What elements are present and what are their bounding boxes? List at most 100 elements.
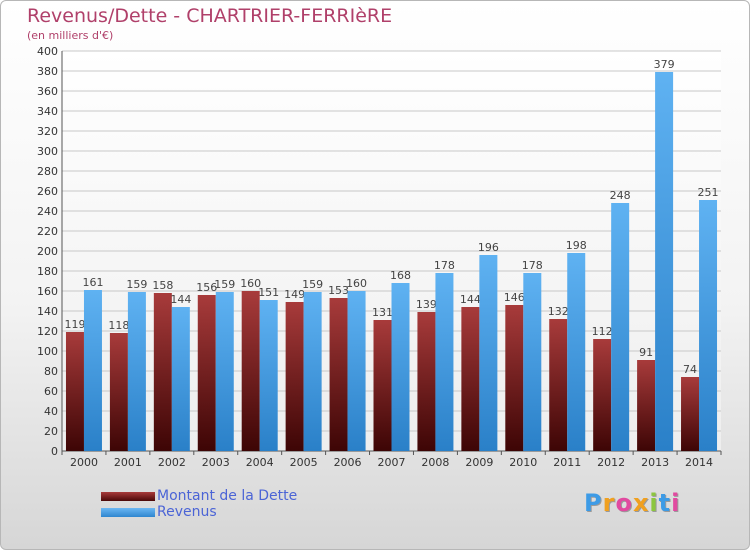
bar-dette xyxy=(109,333,128,451)
y-tick-label: 220 xyxy=(37,225,58,238)
bar-dette xyxy=(241,291,260,451)
x-tick-label: 2011 xyxy=(553,456,581,469)
bar-dette xyxy=(461,307,480,451)
y-tick-label: 20 xyxy=(44,425,58,438)
bar-dette xyxy=(417,312,436,451)
x-tick-label: 2004 xyxy=(246,456,274,469)
data-label-dette: 156 xyxy=(196,281,217,294)
data-label-revenus: 159 xyxy=(126,278,147,291)
data-label-revenus: 159 xyxy=(302,278,323,291)
y-tick-label: 260 xyxy=(37,185,58,198)
x-tick-label: 2002 xyxy=(158,456,186,469)
data-label-revenus: 178 xyxy=(434,259,455,272)
data-label-dette: 160 xyxy=(240,277,261,290)
y-tick-label: 0 xyxy=(51,445,58,458)
data-label-dette: 132 xyxy=(548,305,569,318)
bar-revenus xyxy=(435,273,454,451)
bar-revenus xyxy=(83,290,102,451)
data-label-revenus: 161 xyxy=(82,276,103,289)
x-tick-label: 2014 xyxy=(685,456,713,469)
bar-revenus xyxy=(259,300,278,451)
y-tick-label: 160 xyxy=(37,285,58,298)
y-tick-label: 300 xyxy=(37,145,58,158)
logo-letter: o xyxy=(615,489,633,517)
y-tick-label: 120 xyxy=(37,325,58,338)
y-tick-label: 100 xyxy=(37,345,58,358)
data-label-dette: 158 xyxy=(152,279,173,292)
data-label-revenus: 198 xyxy=(566,239,587,252)
x-tick-label: 2010 xyxy=(509,456,537,469)
y-tick-label: 200 xyxy=(37,245,58,258)
y-tick-label: 240 xyxy=(37,205,58,218)
x-tick-label: 2005 xyxy=(290,456,318,469)
logo-letter: i xyxy=(649,489,659,517)
data-label-dette: 144 xyxy=(460,293,481,306)
data-label-dette: 118 xyxy=(108,319,129,332)
data-label-dette: 131 xyxy=(372,306,393,319)
data-label-dette: 153 xyxy=(328,284,349,297)
data-label-revenus: 248 xyxy=(610,189,631,202)
logo-letter: P xyxy=(584,489,603,517)
x-tick-label: 2009 xyxy=(465,456,493,469)
bar-revenus xyxy=(215,292,234,451)
chart-subtitle: (en milliers d'€) xyxy=(27,29,114,42)
legend-item-dette: Montant de la Dette xyxy=(101,488,297,504)
y-tick-label: 80 xyxy=(44,365,58,378)
bar-revenus xyxy=(127,292,146,451)
y-tick-label: 380 xyxy=(37,65,58,78)
bar-revenus xyxy=(699,200,718,451)
bar-revenus xyxy=(391,283,410,451)
data-label-dette: 149 xyxy=(284,288,305,301)
y-tick-label: 400 xyxy=(37,45,58,58)
bar-revenus xyxy=(523,273,542,451)
legend-label-dette: Montant de la Dette xyxy=(157,488,298,504)
bar-dette xyxy=(197,295,216,451)
x-tick-label: 2008 xyxy=(421,456,449,469)
data-label-revenus: 159 xyxy=(214,278,235,291)
bar-revenus xyxy=(303,292,322,451)
x-tick-label: 2003 xyxy=(202,456,230,469)
bar-revenus xyxy=(655,72,674,451)
y-tick-label: 60 xyxy=(44,385,58,398)
bar-revenus xyxy=(611,203,630,451)
logo-letter: i xyxy=(671,489,681,517)
legend-swatch-revenus xyxy=(101,507,155,517)
x-tick-label: 2013 xyxy=(641,456,669,469)
y-tick-label: 340 xyxy=(37,105,58,118)
data-label-dette: 119 xyxy=(64,318,85,331)
data-label-revenus: 168 xyxy=(390,269,411,282)
chart-title: Revenus/Dette - CHARTRIER-FERRIèRE xyxy=(27,5,393,27)
data-label-revenus: 151 xyxy=(258,286,279,299)
x-tick-label: 2006 xyxy=(334,456,362,469)
y-tick-label: 40 xyxy=(44,405,58,418)
bar-dette xyxy=(505,305,524,451)
bar-revenus xyxy=(347,291,366,451)
y-tick-label: 180 xyxy=(37,265,58,278)
bar-dette xyxy=(637,360,656,451)
x-tick-label: 2007 xyxy=(378,456,406,469)
y-tick-label: 320 xyxy=(37,125,58,138)
legend: Montant de la Dette Revenus xyxy=(101,488,297,520)
logo-letter: r xyxy=(602,489,616,517)
x-tick-label: 2000 xyxy=(70,456,98,469)
bar-dette xyxy=(593,339,612,451)
data-label-revenus: 379 xyxy=(654,58,675,71)
bar-revenus xyxy=(171,307,190,451)
bar-dette xyxy=(549,319,568,451)
data-label-revenus: 196 xyxy=(478,241,499,254)
bar-dette xyxy=(681,377,700,451)
legend-swatch-dette xyxy=(101,491,155,501)
x-tick-label: 2012 xyxy=(597,456,625,469)
bar-dette xyxy=(153,293,172,451)
logo-letter: x xyxy=(632,489,650,517)
data-label-revenus: 160 xyxy=(346,277,367,290)
data-label-dette: 112 xyxy=(592,325,613,338)
bar-dette xyxy=(65,332,84,451)
bar-revenus xyxy=(567,253,586,451)
data-label-revenus: 144 xyxy=(170,293,191,306)
data-label-revenus: 251 xyxy=(698,186,719,199)
y-tick-label: 360 xyxy=(37,85,58,98)
bar-dette xyxy=(329,298,348,451)
legend-label-revenus: Revenus xyxy=(157,504,217,520)
